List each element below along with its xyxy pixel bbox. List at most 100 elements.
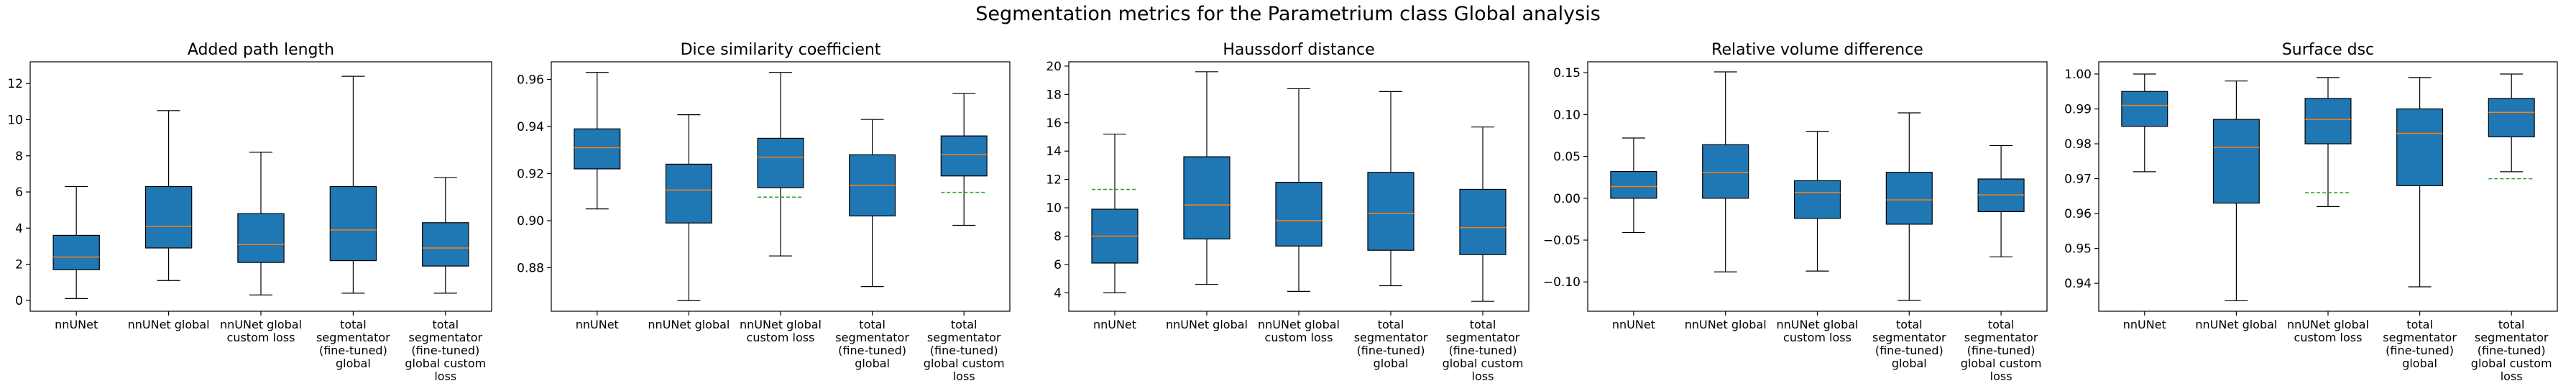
y-tick-label: 0.94 [2064,277,2092,291]
panel-title: Relative volume difference [1711,41,1923,59]
y-tick-label: 0.92 [517,167,544,181]
x-tick-label: nnUNet global [1685,318,1767,331]
y-tick-label: 10 [1046,201,1062,216]
x-tick-label: nnUNet global [648,318,730,331]
box-3 [1275,88,1322,292]
y-tick-label: 0.98 [2064,137,2092,152]
iqr-box [422,222,469,267]
y-tick-label: 0.15 [1553,66,1581,81]
figure-title: Segmentation metrics for the Parametrium… [975,3,1601,25]
x-tick-label: total segmentator (fine-tuned) global [1872,318,1946,370]
y-tick-label: 0.10 [1553,108,1581,122]
x-tick-label: nnUNet global [2195,318,2277,331]
x-tick-label: total segmentator (fine-tuned) global custo… [405,318,486,383]
iqr-box [1793,180,1841,219]
x-tick-label: nnUNet global custom loss [740,318,822,344]
y-tick-label: 4 [1054,286,1062,300]
y-tick-label: 6 [1054,258,1062,272]
y-tick-label: 0 [15,294,23,308]
panel-title: Surface dsc [2282,41,2374,59]
x-tick-label: total segmentator (fine-tuned) global [1354,318,1428,370]
y-tick-label: 12 [1046,173,1062,188]
x-tick-label: nnUNet global custom loss [2287,318,2369,344]
iqr-box [52,234,100,270]
panel-1: Added path length 0 2 4 6 8 10 12 nnUNet nnUNet g… [7,41,492,383]
box-2 [1183,71,1230,285]
box-1 [1091,133,1138,293]
y-tick-label: 16 [1046,116,1062,131]
y-tick-label: 2 [15,258,23,272]
box-4 [2396,77,2444,288]
panel-title: Dice similarity coefficient [681,41,881,59]
iqr-box [237,213,285,263]
axes-frame [551,61,1011,312]
box-2 [2212,81,2260,302]
y-tick-label: 18 [1046,88,1062,102]
y-tick-label: 4 [15,221,23,236]
panel-5: Surface dsc 0.94 0.95 0.96 0.97 0.98 0.99 1.00 n… [2064,41,2558,383]
iqr-box [665,163,712,224]
panel-4: Relative volume difference −0.10 −0.05 0.00… [1543,41,2048,383]
y-tick-label: 0.88 [517,261,544,275]
y-tick-label: 0.99 [2064,103,2092,117]
box-4 [1367,91,1414,287]
axes-frame [2098,61,2558,312]
iqr-box [574,128,621,170]
box-4 [329,75,377,294]
y-tick-label: 8 [1054,230,1062,244]
iqr-box [1459,188,1506,255]
x-tick-label: nnUNet global custom loss [1258,318,1340,344]
iqr-box [1367,172,1414,251]
panel-2: Dice similarity coefficient 0.88 0.90 0.92 0… [517,41,1011,383]
box-1 [574,72,621,210]
box-5 [422,177,469,294]
y-tick-label: 0.96 [517,73,544,88]
y-tick-label: 0.96 [2064,207,2092,221]
axes-frame [29,61,492,312]
y-tick-label: 14 [1046,144,1062,159]
box-4 [1885,112,1933,301]
x-tick-label: nnUNet global custom loss [220,318,302,344]
x-tick-label: total segmentator (fine-tuned) global custo… [924,318,1005,383]
axes-frame [1587,61,2048,312]
box-2 [144,110,193,281]
x-tick-label: total segmentator (fine-tuned) global custo… [1961,318,2042,383]
box-5 [940,93,988,226]
iqr-box [2121,91,2168,127]
panel-title: Added path length [188,41,334,59]
x-tick-label: nnUNet global custom loss [1777,318,1859,344]
panel-title: Haussdorf distance [1223,41,1374,59]
box-4 [849,119,896,288]
box-1 [52,185,100,299]
x-tick-label: total segmentator (fine-tuned) global custo… [2471,318,2552,383]
x-tick-label: total segmentator (fine-tuned) global custo… [1443,318,1524,383]
y-tick-label: 1.00 [2064,68,2092,82]
iqr-box [2212,119,2260,204]
iqr-box [1610,170,1657,199]
iqr-box [757,137,804,188]
box-2 [1702,71,1749,272]
box-3 [757,72,804,257]
y-tick-label: 0.05 [1553,150,1581,165]
x-tick-label: nnUNet global [1166,318,1248,331]
y-tick-label: 0.90 [517,214,544,229]
axes-frame [1068,61,1530,312]
iqr-box [329,185,377,262]
y-tick-label: 6 [15,185,23,200]
y-tick-label: −0.10 [1543,275,1581,290]
y-tick-label: 10 [7,113,23,127]
box-2 [665,114,712,301]
x-tick-label: nnUNet [55,318,98,331]
iqr-box [144,185,193,249]
box-3 [2304,77,2352,208]
box-5 [1977,144,2025,257]
iqr-box [940,135,988,177]
box-1 [1610,137,1657,234]
y-tick-label: 12 [7,77,23,91]
box-5 [2488,73,2535,173]
panel-3: Haussdorf distance 4 6 8 10 12 14 16 18 20 nnUNet n… [1046,41,1530,383]
x-tick-label: nnUNet global [128,318,210,331]
x-tick-label: nnUNet [576,318,619,331]
box-3 [237,152,285,295]
